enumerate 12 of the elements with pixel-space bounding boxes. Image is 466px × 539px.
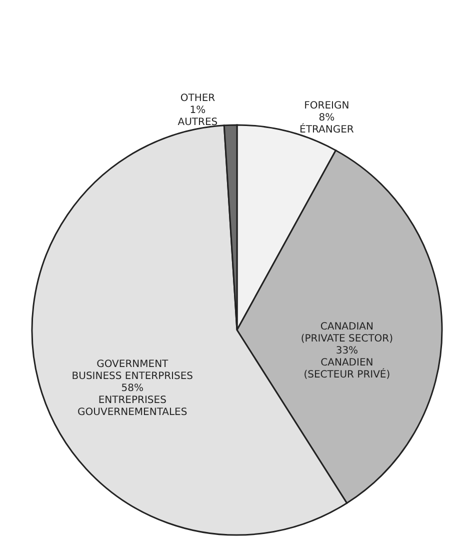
slice-label: OTHER (180, 93, 216, 104)
slice-label: GOVERNMENT BUSINESS ENTERPRISES (72, 358, 194, 382)
slice-label: CANADIAN (PRIVATE SECTOR) (300, 322, 394, 345)
text: ENTREPRISES GOUVERNEMENTALES (78, 394, 188, 418)
text: CANADIEN (SECTEUR PRIVÉ) (304, 358, 390, 381)
slice-label: FOREIGN (304, 100, 350, 112)
text: ÉTRANGER (300, 122, 354, 136)
data-label: 33% (336, 346, 358, 357)
data-label: 1% (190, 105, 206, 116)
text: AUTRES (178, 117, 218, 128)
data-label: 8% (318, 112, 335, 124)
data-label: 58% (121, 382, 144, 394)
